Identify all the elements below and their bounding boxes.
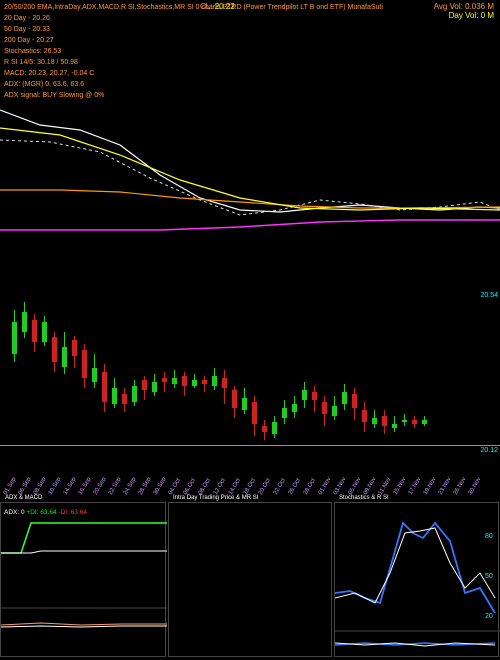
candle-chart: 20.54 20.12 (0, 292, 500, 472)
svg-text:50: 50 (485, 573, 493, 580)
dayvol: Day Vol: 0 M (449, 11, 494, 20)
adx-values: ADX: 0 +DI: 63.64 -DI: 63.64 (4, 509, 87, 516)
avgvol: Avg Vol: 0.036 M (434, 2, 494, 11)
stoch-line: Stochastics: 26.53 (4, 46, 496, 57)
center-labels: CL: 20.22 (200, 2, 235, 11)
stoch-svg: 80 50 20 (335, 503, 500, 658)
date-axis: 01.Sep06.Sep08.Sep10.Sep14.Sep16.Sep20.S… (0, 474, 500, 496)
candle-bottom-label: 20.12 (480, 447, 498, 454)
candle-top-label: 20.54 (480, 292, 498, 299)
cl-label: CL: (200, 2, 212, 11)
stoch-rsi-panel: Stochastics & R SI 805020 (334, 502, 499, 657)
chart-root: 20/50/200 EMA,IntraDay,ADX,MACD,R SI,Sto… (0, 0, 500, 660)
rsi-line: R SI 14/5: 30.18 / 50.98 (4, 57, 496, 68)
svg-text:20: 20 (485, 613, 493, 620)
adx-macd-panel: ADX & MACD ADX: 0 +DI: 63.64 -DI: 63.64 (0, 502, 166, 657)
adx-svg (1, 503, 167, 658)
price-reference-line (0, 445, 500, 446)
sub3-title: Stochastics & R SI (339, 495, 389, 501)
ma-chart (0, 80, 500, 290)
ma50-line: 50 Day - 20.33 (4, 24, 496, 35)
sub1-title: ADX & MACD (5, 495, 42, 501)
cl-value: 20.22 (215, 2, 235, 11)
ma200-line: 200 Day - 20.27 (4, 35, 496, 46)
right-labels: Avg Vol: 0.036 M Day Vol: 0 M (434, 2, 494, 20)
sub2-title: Intra Day Trading Price & MR SI (173, 495, 258, 501)
macd-line: MACD: 20.23, 20.27, -0.04 C (4, 68, 496, 79)
ma20-line: 20 Day - 20.26 (4, 13, 496, 24)
header-line1: 20/50/200 EMA,IntraDay,ADX,MACD,R SI,Sto… (4, 2, 496, 13)
svg-text:80: 80 (485, 533, 493, 540)
intraday-panel: Intra Day Trading Price & MR SI (168, 502, 332, 657)
